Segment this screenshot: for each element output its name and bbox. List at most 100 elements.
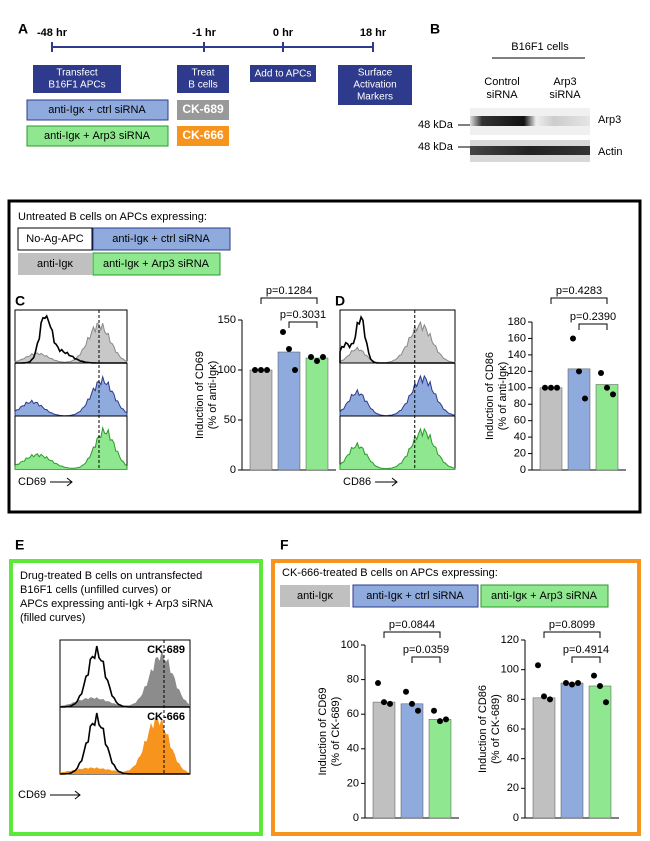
p-value: p=0.1284 — [266, 285, 312, 297]
data-point — [598, 369, 604, 376]
lane: Control — [484, 76, 519, 88]
legend-box — [92, 227, 231, 251]
y-axis-label: (% of CK-689) — [490, 694, 502, 764]
bracket — [383, 631, 441, 638]
panel-label: E — [15, 537, 24, 553]
step: Add to APCs — [255, 69, 312, 80]
bracket — [260, 297, 318, 304]
panel-title: B16F1 cells (unfilled curves) or — [20, 584, 171, 596]
step: Treat — [192, 68, 215, 79]
hist-axis: CD69 — [18, 476, 46, 488]
y-axis-label: (% of anti-Igκ) — [207, 361, 219, 429]
bar — [595, 384, 619, 471]
drug-box — [177, 100, 229, 120]
hist-fill — [14, 425, 128, 469]
panel-frame — [271, 559, 641, 836]
data-point — [535, 662, 541, 669]
data-point — [286, 346, 292, 352]
data-point — [597, 682, 603, 689]
y-tick-label: 100 — [341, 639, 359, 651]
hist-fill — [14, 374, 128, 417]
y-tick-label: 160 — [508, 332, 526, 344]
step: Surface — [358, 68, 393, 79]
bracket — [288, 321, 318, 328]
panel-title: Drug-treated B cells on untransfected — [20, 570, 202, 582]
data-point — [610, 391, 616, 398]
data-point — [582, 395, 588, 402]
data-point — [548, 384, 554, 391]
y-tick-label: 120 — [501, 634, 519, 646]
step: Markers — [357, 92, 393, 103]
panel-title: (filled curves) — [20, 612, 85, 624]
y-axis-label: Induction of CD86 — [484, 352, 496, 440]
step-box — [338, 65, 412, 105]
y-tick-label: 120 — [508, 365, 526, 377]
tick: 0 hr — [273, 27, 294, 39]
y-tick-label: 60 — [347, 708, 359, 720]
y-tick-label: 60 — [507, 723, 519, 735]
bar — [588, 685, 612, 819]
legend-box — [92, 252, 221, 276]
panel-frame — [9, 559, 263, 836]
panel-label: A — [18, 21, 28, 37]
blot-band — [470, 146, 590, 155]
panel-title: CK-666-treated B cells on APCs expressin… — [282, 567, 498, 579]
legend: No-Ag-APC — [26, 233, 84, 245]
arrow — [50, 477, 73, 487]
bar — [532, 697, 556, 819]
bar — [305, 357, 329, 471]
legend-box — [18, 253, 92, 275]
y-tick-label: 60 — [514, 415, 526, 427]
blot-title: B16F1 cells — [511, 41, 569, 53]
y-axis-label: (% of CK-689) — [330, 697, 342, 767]
y-tick-label: 80 — [507, 693, 519, 705]
data-point — [292, 367, 298, 373]
y-tick-label: 180 — [508, 316, 526, 328]
data-point — [542, 384, 548, 391]
data-point — [415, 707, 421, 714]
y-tick-label: 0 — [353, 812, 359, 824]
legend: anti-Igκ — [297, 590, 334, 602]
data-point — [603, 699, 609, 706]
data-point — [604, 384, 610, 391]
bar — [567, 368, 591, 471]
arrow — [50, 790, 81, 800]
lane: siRNA — [549, 89, 581, 101]
panel-frame — [7, 199, 642, 514]
data-point — [308, 354, 314, 360]
data-point — [258, 367, 264, 373]
data-point — [381, 699, 387, 706]
tick: -1 hr — [192, 27, 217, 39]
y-tick-label: 40 — [347, 743, 359, 755]
data-point — [403, 688, 409, 695]
p-value: p=0.4283 — [556, 285, 602, 297]
y-axis-label: (% of anti-Igκ) — [497, 362, 509, 430]
bracket — [543, 631, 601, 638]
bar — [539, 387, 563, 471]
bracket — [578, 323, 608, 330]
bracket — [550, 297, 608, 304]
y-tick-label: 0 — [230, 464, 236, 476]
hist-axis: CD86 — [343, 476, 371, 488]
legend: anti-Igκ — [37, 258, 74, 270]
hist-fill — [14, 322, 128, 363]
data-point — [264, 367, 270, 373]
step: Transfect — [56, 68, 98, 79]
data-point — [252, 367, 258, 373]
protein: Actin — [598, 146, 622, 158]
hist-outline — [59, 712, 190, 775]
y-tick-label: 100 — [501, 664, 519, 676]
hist-fill — [339, 320, 456, 364]
y-tick-label: 100 — [218, 364, 236, 376]
data-point — [431, 707, 437, 714]
hist-fill — [339, 427, 456, 470]
data-point — [375, 680, 381, 687]
data-point — [563, 680, 569, 687]
data-point — [554, 384, 560, 391]
p-value: p=0.3031 — [280, 309, 326, 321]
group: anti-Igκ + ctrl siRNA — [48, 104, 146, 116]
y-axis-label: Induction of CD69 — [194, 351, 206, 439]
data-point — [314, 358, 320, 364]
data-point — [569, 681, 575, 688]
marker: 48 kDa — [418, 119, 454, 131]
